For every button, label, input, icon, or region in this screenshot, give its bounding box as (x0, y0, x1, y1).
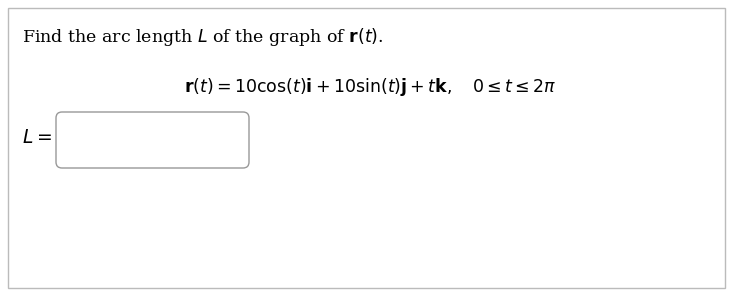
Text: $\mathbf{r}(t) = 10\cos(t)\mathbf{i} + 10\sin(t)\mathbf{j} + t\mathbf{k}, \quad : $\mathbf{r}(t) = 10\cos(t)\mathbf{i} + 1… (184, 76, 556, 98)
FancyBboxPatch shape (56, 112, 249, 168)
Text: Find the arc length $L$ of the graph of $\mathbf{r}(t)$.: Find the arc length $L$ of the graph of … (22, 26, 383, 48)
Text: $L =$: $L =$ (22, 129, 52, 147)
